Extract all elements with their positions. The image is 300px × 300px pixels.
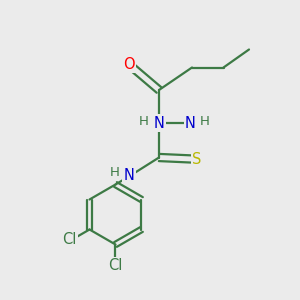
Text: H: H [139,115,148,128]
Text: Cl: Cl [108,258,123,273]
Text: Cl: Cl [62,232,77,247]
Text: O: O [123,57,135,72]
Text: H: H [110,166,120,179]
Text: H: H [200,115,210,128]
Text: S: S [192,152,201,166]
Text: N: N [185,116,196,130]
Text: N: N [154,116,164,130]
Text: N: N [124,168,134,183]
